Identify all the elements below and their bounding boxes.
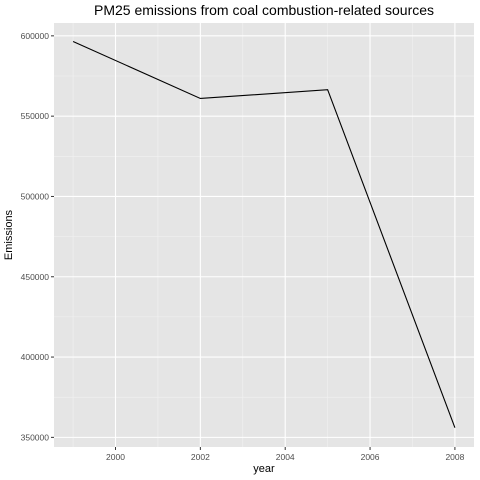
y-tick-label: 500000 [21, 191, 50, 201]
y-tick-label: 400000 [21, 352, 50, 362]
series-layer [72, 40, 456, 428]
y-axis: 350000 400000 450000 500000 550000 600000 [21, 31, 54, 442]
x-tick-label: 2004 [276, 452, 295, 462]
y-tick-label: 600000 [21, 31, 50, 41]
x-axis-title: year [253, 463, 275, 475]
x-tick-label: 2000 [106, 452, 125, 462]
y-tick-label: 450000 [21, 272, 50, 282]
x-tick-label: 2002 [191, 452, 210, 462]
minor-gridlines [54, 23, 474, 447]
y-tick-label: 350000 [21, 432, 50, 442]
series-line [72, 40, 456, 428]
y-tick-label: 550000 [21, 111, 50, 121]
x-tick-label: 2006 [361, 452, 380, 462]
y-axis-title: Emissions [3, 209, 15, 260]
chart-title: PM25 emissions from coal combustion-rela… [94, 2, 434, 18]
x-tick-label: 2008 [445, 452, 464, 462]
major-gridlines [54, 23, 474, 447]
plot-panel [54, 23, 474, 447]
x-axis: 2000 2002 2004 2006 2008 [106, 447, 465, 462]
